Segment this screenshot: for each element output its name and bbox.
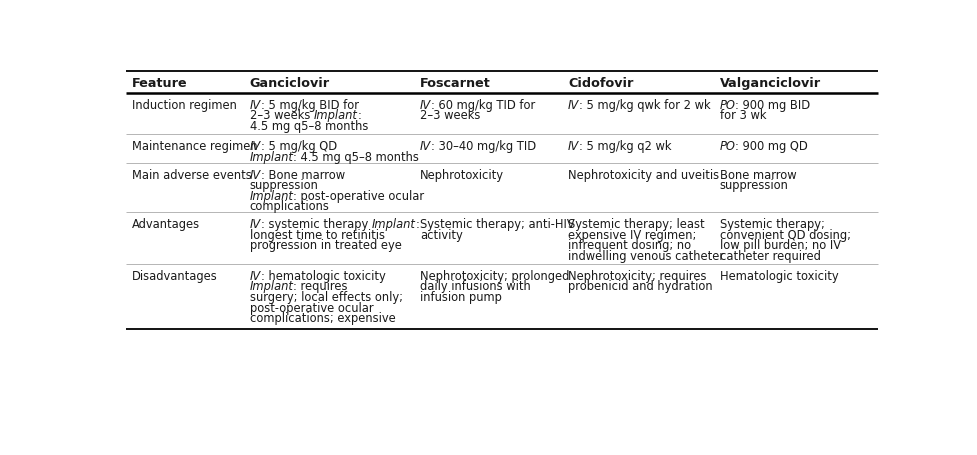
Text: : 60 mg/kg TID for: : 60 mg/kg TID for bbox=[431, 98, 535, 111]
Text: Feature: Feature bbox=[132, 76, 188, 90]
Text: :: : bbox=[358, 109, 361, 122]
Text: post-operative ocular: post-operative ocular bbox=[249, 301, 373, 314]
Text: 2–3 weeks: 2–3 weeks bbox=[420, 109, 480, 122]
Text: expensive IV regimen;: expensive IV regimen; bbox=[568, 228, 696, 241]
Text: : 5 mg/kg q2 wk: : 5 mg/kg q2 wk bbox=[578, 140, 671, 153]
Text: :: : bbox=[415, 217, 419, 231]
Text: IV: IV bbox=[568, 98, 578, 111]
Text: IV: IV bbox=[249, 140, 261, 153]
Text: Induction regimen: Induction regimen bbox=[132, 98, 236, 111]
Text: : 5 mg/kg BID for: : 5 mg/kg BID for bbox=[261, 98, 359, 111]
Text: IV: IV bbox=[420, 98, 431, 111]
Text: complications; expensive: complications; expensive bbox=[249, 311, 395, 324]
Text: complications: complications bbox=[249, 200, 329, 213]
Text: IV: IV bbox=[249, 217, 261, 231]
Text: Nephrotoxicity; prolonged: Nephrotoxicity; prolonged bbox=[420, 269, 569, 283]
Text: Bone marrow: Bone marrow bbox=[719, 168, 795, 182]
Text: Main adverse events: Main adverse events bbox=[132, 168, 252, 182]
Text: suppression: suppression bbox=[719, 179, 787, 192]
Text: Implant: Implant bbox=[249, 150, 293, 163]
Text: 2–3 weeks: 2–3 weeks bbox=[249, 109, 314, 122]
Text: infusion pump: infusion pump bbox=[420, 290, 501, 303]
Text: activity: activity bbox=[420, 228, 462, 241]
Text: Implant: Implant bbox=[249, 189, 293, 202]
Text: Nephrotoxicity and uveitis: Nephrotoxicity and uveitis bbox=[568, 168, 718, 182]
Text: : 4.5 mg q5–8 months: : 4.5 mg q5–8 months bbox=[293, 150, 419, 163]
Text: longest time to retinitis: longest time to retinitis bbox=[249, 228, 384, 241]
Text: Maintenance regimen: Maintenance regimen bbox=[132, 140, 258, 153]
Text: Hematologic toxicity: Hematologic toxicity bbox=[719, 269, 837, 283]
Text: Disadvantages: Disadvantages bbox=[132, 269, 218, 283]
Text: : requires: : requires bbox=[293, 280, 348, 293]
Text: : Bone marrow: : Bone marrow bbox=[261, 168, 345, 182]
Text: for 3 wk: for 3 wk bbox=[719, 109, 765, 122]
Text: IV: IV bbox=[249, 98, 261, 111]
Text: PO: PO bbox=[719, 98, 735, 111]
Text: IV: IV bbox=[249, 168, 261, 182]
Text: Implant: Implant bbox=[249, 280, 293, 293]
Text: convenient QD dosing;: convenient QD dosing; bbox=[719, 228, 850, 241]
Text: : systemic therapy: : systemic therapy bbox=[261, 217, 371, 231]
Text: PO: PO bbox=[719, 140, 735, 153]
Text: probenicid and hydration: probenicid and hydration bbox=[568, 280, 712, 293]
Text: catheter required: catheter required bbox=[719, 249, 820, 262]
Text: Foscarnet: Foscarnet bbox=[420, 76, 490, 90]
Text: : hematologic toxicity: : hematologic toxicity bbox=[261, 269, 385, 283]
Text: IV: IV bbox=[249, 269, 261, 283]
Text: suppression: suppression bbox=[249, 179, 319, 192]
Text: : 900 mg BID: : 900 mg BID bbox=[735, 98, 810, 111]
Text: daily infusions with: daily infusions with bbox=[420, 280, 531, 293]
Text: surgery; local effects only;: surgery; local effects only; bbox=[249, 290, 403, 303]
Text: Nephrotoxicity: Nephrotoxicity bbox=[420, 168, 503, 182]
Text: low pill burden; no IV: low pill burden; no IV bbox=[719, 238, 840, 252]
Text: infrequent dosing; no: infrequent dosing; no bbox=[568, 238, 691, 252]
Text: Ganciclovir: Ganciclovir bbox=[249, 76, 329, 90]
Text: Implant: Implant bbox=[314, 109, 358, 122]
Text: : 5 mg/kg qwk for 2 wk: : 5 mg/kg qwk for 2 wk bbox=[578, 98, 710, 111]
Text: IV: IV bbox=[420, 140, 431, 153]
Text: Systemic therapy; anti-HIV: Systemic therapy; anti-HIV bbox=[420, 217, 574, 231]
Text: progression in treated eye: progression in treated eye bbox=[249, 238, 401, 252]
Text: : 30–40 mg/kg TID: : 30–40 mg/kg TID bbox=[431, 140, 536, 153]
Text: Nephrotoxicity; requires: Nephrotoxicity; requires bbox=[568, 269, 705, 283]
Text: IV: IV bbox=[568, 140, 578, 153]
Text: 4.5 mg q5–8 months: 4.5 mg q5–8 months bbox=[249, 119, 367, 132]
Text: : 5 mg/kg QD: : 5 mg/kg QD bbox=[261, 140, 337, 153]
Text: Cidofovir: Cidofovir bbox=[568, 76, 633, 90]
Text: indwelling venous catheter: indwelling venous catheter bbox=[568, 249, 723, 262]
Text: Valganciclovir: Valganciclovir bbox=[719, 76, 820, 90]
Text: : post-operative ocular: : post-operative ocular bbox=[293, 189, 424, 202]
Text: Systemic therapy;: Systemic therapy; bbox=[719, 217, 824, 231]
Text: Advantages: Advantages bbox=[132, 217, 200, 231]
Text: Implant: Implant bbox=[371, 217, 415, 231]
Text: Systemic therapy; least: Systemic therapy; least bbox=[568, 217, 703, 231]
Text: : 900 mg QD: : 900 mg QD bbox=[735, 140, 807, 153]
